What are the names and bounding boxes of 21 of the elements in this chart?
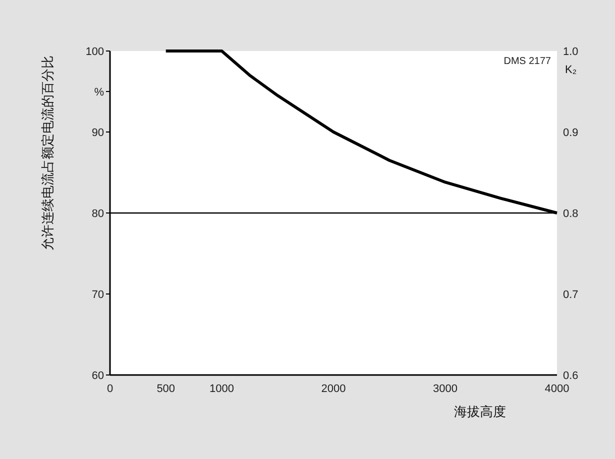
y2-tick-label: 1.0 [563, 46, 578, 58]
x-tick-label: 4000 [544, 383, 570, 395]
x-tick-label: 0 [106, 383, 114, 395]
x-tick-label: 3000 [433, 383, 458, 395]
y-tick-label: 70 [92, 289, 104, 301]
x-axis-title: 海拔高度 [454, 404, 506, 419]
x-tick-label: 500 [156, 383, 176, 395]
y-axis-title: 允许连续电流占额定电流的百分比 [40, 56, 55, 250]
y-tick-label: 100 [86, 46, 104, 58]
y-tick-label: 90 [92, 127, 104, 139]
y-tick-label: % [94, 86, 104, 98]
y2-tick-label: 0.9 [563, 127, 578, 139]
y2-tick-label: 0.8 [563, 208, 578, 220]
x-tick-label: 1000 [210, 383, 234, 395]
y-tick-label: 60 [92, 370, 104, 382]
x-tick-label: 2000 [321, 383, 346, 395]
y2-tick-label: 0.6 [563, 370, 578, 382]
y-tick-label: 80 [92, 208, 104, 220]
annotation: DMS 2177 [504, 56, 552, 67]
y2-tick-label: 0.7 [563, 289, 578, 301]
y2-axis-title: K₂ [565, 64, 577, 76]
